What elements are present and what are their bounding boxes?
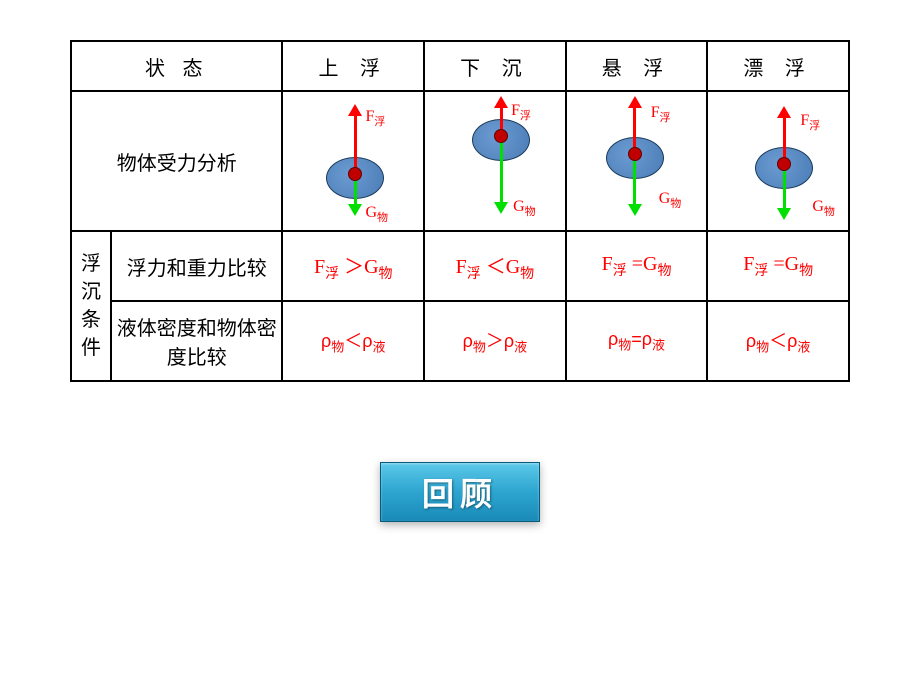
state-2: 下 沉: [424, 41, 566, 91]
state-4: 漂 浮: [707, 41, 849, 91]
density-compare-4: ρ物＜ρ液: [707, 301, 849, 381]
f-float-label: F浮: [651, 104, 671, 125]
diagram-cell-1: F浮 G物: [282, 91, 424, 231]
force-compare-3: F浮 =G物: [566, 231, 708, 301]
force-compare-2: F浮 ＜G物: [424, 231, 566, 301]
review-button[interactable]: 回顾: [380, 462, 540, 522]
density-compare-3: ρ物=ρ液: [566, 301, 708, 381]
header-condition-side: 浮沉条件: [71, 231, 111, 381]
buoyancy-table: 状 态 上 浮 下 沉 悬 浮 漂 浮 物体受力分析 F浮 G物 F浮 G物 F浮 G…: [70, 40, 850, 382]
g-object-label: G物: [659, 190, 682, 211]
gravity-arrow: [500, 136, 503, 204]
g-object-label: G物: [365, 204, 388, 225]
buoyancy-arrow: [354, 114, 357, 174]
density-compare-2: ρ物＞ρ液: [424, 301, 566, 381]
force-compare-1: F浮 ＞G物: [282, 231, 424, 301]
g-object-label: G物: [812, 198, 835, 219]
force-compare-4: F浮 =G物: [707, 231, 849, 301]
f-float-label: F浮: [365, 108, 385, 129]
diagram-cell-4: F浮 G物: [707, 91, 849, 231]
header-force-analysis: 物体受力分析: [71, 91, 282, 231]
header-force-compare: 浮力和重力比较: [111, 231, 283, 301]
f-float-label: F浮: [511, 102, 531, 123]
state-3: 悬 浮: [566, 41, 708, 91]
g-object-label: G物: [513, 198, 536, 219]
diagram-cell-3: F浮 G物: [566, 91, 708, 231]
diagram-cell-2: F浮 G物: [424, 91, 566, 231]
state-1: 上 浮: [282, 41, 424, 91]
density-compare-1: ρ物＜ρ液: [282, 301, 424, 381]
f-float-label: F浮: [800, 112, 820, 133]
center-dot: [628, 147, 642, 161]
header-density-compare: 液体密度和物体密度比较: [111, 301, 283, 381]
gravity-arrow: [633, 154, 636, 206]
center-dot: [494, 129, 508, 143]
header-state: 状 态: [71, 41, 282, 91]
